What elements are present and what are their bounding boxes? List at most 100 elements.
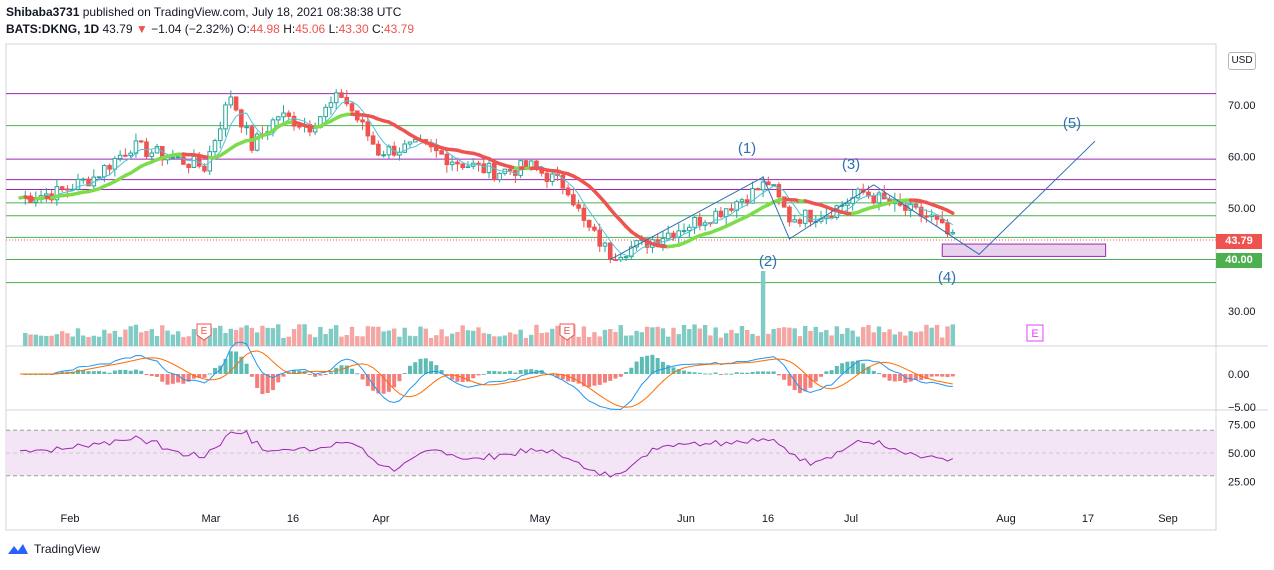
candle-body [370, 135, 376, 145]
volume-bar [666, 336, 671, 346]
volume-bar [613, 331, 618, 346]
wave-label: (4) [938, 269, 956, 286]
target-zone-box [941, 243, 1107, 257]
volume-bar [687, 329, 692, 346]
earnings-marker-icon [196, 323, 212, 341]
macd-histogram-bar [739, 372, 744, 374]
macd-histogram-bar [787, 374, 792, 386]
candle-body [766, 181, 771, 186]
macd-histogram-bar [481, 373, 486, 375]
macd-histogram-bar [592, 374, 597, 386]
candle-body [102, 165, 107, 178]
macd-histogram-bar [281, 374, 286, 377]
volume-bar [655, 326, 660, 346]
volume-bar [312, 337, 318, 346]
x-axis-tick-label: 17 [1082, 513, 1094, 525]
candle-body [154, 146, 160, 154]
volume-bar [223, 333, 228, 346]
macd-histogram-bar [234, 351, 239, 374]
high-value: 45.06 [295, 22, 326, 36]
volume-bar [38, 335, 44, 346]
volume-bar [929, 327, 934, 346]
macd-histogram-bar [155, 374, 160, 377]
volume-bar [897, 331, 903, 346]
macd-histogram-bar [560, 374, 565, 380]
candle-body [239, 109, 244, 128]
last-price: 43.79 [102, 22, 133, 36]
symbol-name[interactable]: BATS:DKNG, 1D [6, 22, 100, 36]
wave-label: (3) [842, 156, 860, 173]
macd-histogram-bar [755, 371, 760, 374]
x-axis-tick-label: Apr [372, 513, 389, 525]
macd-histogram-bar [471, 374, 476, 379]
macd-histogram-bar [139, 370, 144, 374]
price-axis-tick-label: 50.00 [1228, 203, 1256, 215]
candle-body [449, 161, 455, 166]
volume-bar [349, 326, 355, 346]
candle-body [254, 133, 260, 151]
volume-bar [65, 333, 70, 346]
author-name[interactable]: Shibaba3731 [6, 5, 80, 19]
macd-histogram-bar [655, 357, 660, 374]
macd-histogram-bar [724, 373, 729, 375]
volume-bar [318, 326, 323, 346]
volume-bar [355, 336, 360, 346]
volume-bar [202, 335, 207, 346]
footer-brand[interactable]: TradingView [6, 542, 100, 556]
rsi-line [19, 430, 954, 478]
volume-bar [871, 332, 876, 346]
macd-histogram-bar [734, 372, 739, 374]
volume-bar [302, 324, 307, 346]
volume-bar [660, 328, 666, 346]
volume-bar [908, 331, 913, 346]
volume-bar [940, 337, 945, 346]
macd-histogram-bar [86, 371, 91, 374]
macd-histogram-bar [223, 358, 228, 374]
macd-histogram-bar [671, 367, 676, 374]
macd-histogram-bar [529, 369, 534, 374]
candle-body [744, 199, 750, 204]
macd-histogram-bar [381, 374, 386, 394]
macd-histogram-bar [355, 373, 360, 375]
macd-histogram-bar [508, 370, 513, 374]
macd-histogram-bar [903, 374, 908, 383]
candle-body [613, 258, 618, 261]
price-axis-tick-label: 70.00 [1228, 100, 1256, 112]
macd-histogram-bar [919, 374, 924, 380]
candle-body [576, 204, 581, 209]
volume-bar [723, 333, 729, 346]
macd-histogram-bar [123, 369, 128, 374]
tradingview-logo-icon [8, 544, 28, 554]
volume-bar [54, 334, 60, 346]
volume-bar [513, 334, 518, 346]
open-value: 44.98 [249, 22, 280, 36]
candle-body [44, 193, 49, 197]
price-change: −1.04 (−2.32%) [151, 22, 234, 36]
candle-body [676, 230, 682, 239]
macd-histogram-bar [397, 374, 402, 382]
volume-bar [792, 328, 797, 346]
volume-bar [144, 330, 149, 346]
volume-bar [592, 332, 597, 346]
macd-histogram-bar [244, 363, 249, 374]
candle-body [597, 229, 603, 247]
macd-histogram-bar [813, 374, 818, 382]
volume-bar [734, 333, 739, 346]
volume-bar [892, 334, 898, 346]
macd-histogram-bar [687, 371, 692, 374]
macd-histogram-bar [181, 374, 186, 384]
volume-bar [787, 327, 792, 346]
volume-bar [228, 328, 233, 346]
candle-body [876, 192, 882, 204]
volume-bar [681, 324, 687, 346]
volume-bar [629, 335, 634, 346]
volume-bar [170, 334, 176, 346]
macd-histogram-bar [660, 361, 665, 374]
volume-bar [244, 325, 249, 346]
volume-bar [286, 336, 291, 346]
price-axis-tick-label: 60.00 [1228, 152, 1256, 164]
currency-button[interactable]: USD [1228, 52, 1256, 70]
volume-bar [460, 325, 465, 346]
volume-bar [265, 327, 270, 346]
